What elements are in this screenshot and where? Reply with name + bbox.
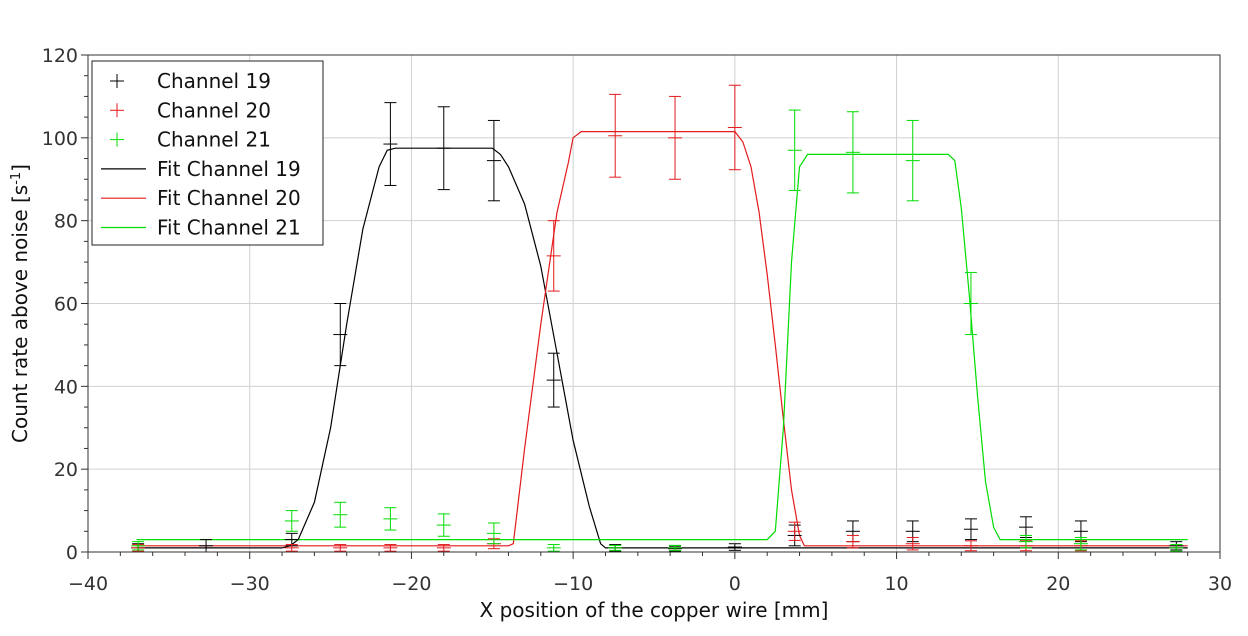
data-point (787, 109, 802, 191)
y-tick-label: 40 (54, 376, 78, 398)
data-point (383, 507, 398, 531)
data-point (668, 544, 683, 551)
x-tick-label: 10 (884, 573, 908, 595)
data-point (668, 95, 683, 180)
y-axis-title: Count rate above noise [s-1] (8, 164, 32, 443)
data-point (608, 93, 623, 178)
data-point (383, 544, 398, 552)
data-point (845, 111, 860, 194)
y-tick-label: 80 (54, 211, 78, 233)
y-tick-label: 20 (54, 459, 78, 481)
x-tick-label: −40 (68, 573, 108, 595)
data-point (284, 544, 299, 552)
y-tick-label: 120 (42, 45, 78, 67)
data-point (546, 220, 561, 292)
legend-label: Fit Channel 19 (157, 157, 301, 181)
data-point (436, 544, 451, 552)
ticks: −40 −30 −20 −10 0 10 20 30 0 20 40 60 80 100 120 (42, 45, 1232, 595)
data-point (1018, 534, 1033, 549)
x-tick-label: 30 (1208, 573, 1232, 595)
legend-entry: Channel 19 (110, 69, 271, 93)
fit-line (136, 131, 1188, 547)
y-tick-label: 60 (54, 294, 78, 316)
y-axis-title-main: Count rate above noise [s (8, 185, 32, 443)
legend-entry: Fit Channel 21 (101, 216, 301, 240)
series-layer (131, 84, 1188, 553)
data-point (131, 541, 146, 551)
legend: Channel 19 Channel 20 Channel 21 Fit Channe… (91, 60, 324, 246)
data-point (333, 544, 348, 552)
legend-label: Fit Channel 21 (157, 216, 301, 240)
legend-label: Channel 20 (157, 98, 271, 122)
data-point (284, 510, 299, 532)
data-point (383, 102, 398, 186)
data-point (963, 518, 978, 541)
x-tick-label: 20 (1046, 573, 1070, 595)
legend-label: Channel 19 (157, 69, 271, 93)
legend-label: Fit Channel 20 (157, 186, 301, 210)
data-point (845, 534, 860, 549)
data-point (787, 521, 802, 541)
x-tick-label: −10 (553, 573, 593, 595)
legend-box (91, 60, 324, 246)
data-point (963, 271, 978, 336)
data-point (546, 352, 561, 408)
data-point (1169, 544, 1184, 552)
data-point (905, 119, 920, 202)
data-point (333, 501, 348, 528)
legend-label: Channel 21 (157, 128, 271, 152)
legend-entry: Fit Channel 19 (101, 157, 301, 181)
fit-line (136, 153, 1188, 541)
data-point (727, 84, 742, 171)
data-point (546, 544, 561, 552)
legend-entry: Channel 21 (110, 128, 271, 152)
data-point (436, 106, 451, 191)
data-point (608, 544, 623, 551)
data-point (486, 119, 501, 202)
data-point (963, 540, 978, 552)
data-point (905, 537, 920, 551)
legend-entry: Channel 20 (110, 98, 271, 122)
y-axis-title-superscript: -1 (9, 172, 24, 185)
data-point (1073, 537, 1088, 551)
legend-entry: Fit Channel 20 (101, 186, 301, 210)
x-tick-label: −20 (391, 573, 431, 595)
y-tick-label: 100 (42, 128, 78, 150)
y-tick-label: 0 (66, 542, 78, 564)
x-tick-label: −30 (230, 573, 270, 595)
y-axis-title-end: ] (8, 164, 32, 172)
data-point (436, 513, 451, 537)
data-point (727, 543, 742, 551)
x-axis-title: X position of the copper wire [mm] (480, 598, 829, 622)
data-point (486, 522, 501, 545)
data-point (333, 303, 348, 367)
x-tick-label: 0 (729, 573, 741, 595)
